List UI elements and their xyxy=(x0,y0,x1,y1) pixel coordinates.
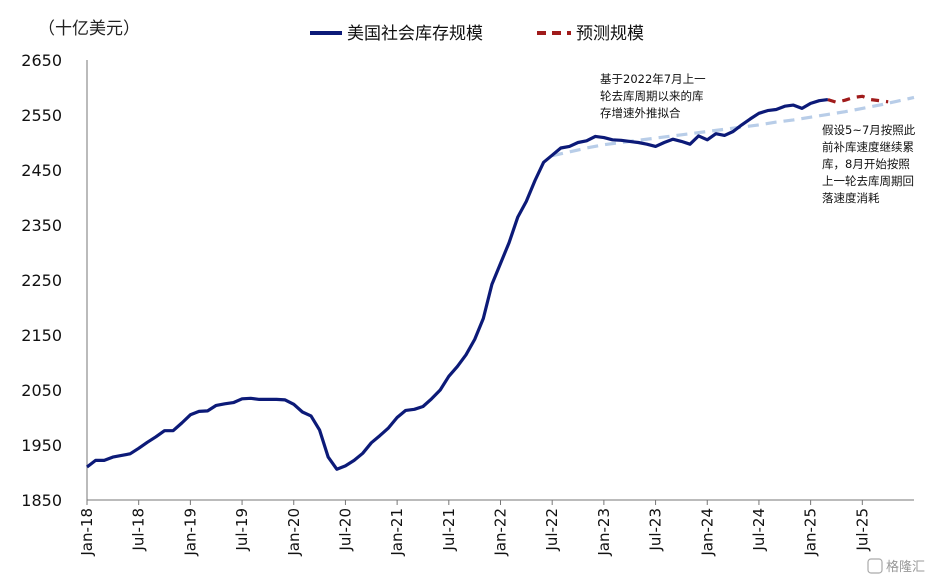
y-tick-label: 2150 xyxy=(21,326,62,345)
x-tick-label: Jul-22 xyxy=(543,508,561,552)
annotation-line: 基于2022年7月上一 xyxy=(600,72,706,86)
y-tick-label: 1950 xyxy=(21,436,62,455)
x-tick-label: Jan-25 xyxy=(802,508,820,557)
annotation-line: 假设5~7月按照此 xyxy=(822,123,916,137)
x-tick-label: Jan-22 xyxy=(492,508,510,557)
annotation-line: 轮去库周期以来的库 xyxy=(600,89,704,103)
annotation-line: 落速度消耗 xyxy=(822,191,880,205)
legend: 美国社会库存规模 预测规模 xyxy=(310,24,644,44)
x-tick-label: Jul-25 xyxy=(853,508,871,552)
y-tick-label: 2350 xyxy=(21,216,62,235)
y-tick-label: 2250 xyxy=(21,271,62,290)
x-tick-label: Jul-23 xyxy=(647,508,665,552)
watermark-logo xyxy=(867,558,883,574)
legend-label-forecast: 预测规模 xyxy=(576,24,644,44)
series-layer xyxy=(86,94,915,471)
y-tick-label: 1850 xyxy=(21,491,62,510)
x-tick-label: Jan-20 xyxy=(285,508,303,557)
x-tick-label: Jan-23 xyxy=(595,508,613,557)
watermark: 格隆汇 xyxy=(867,558,925,575)
y-ticks: 1850 1950 2050 2150 2250 2350 2450 2550 2650 xyxy=(21,51,62,510)
x-tick-label: Jul-18 xyxy=(130,508,148,552)
y-tick-label: 2450 xyxy=(21,161,62,180)
x-tick-label: Jul-19 xyxy=(233,508,251,552)
x-ticks: Jan-18 Jul-18 Jan-19 Jul-19 Jan-20 Jul-20 Jan-… xyxy=(78,500,871,557)
x-tick-label: Jan-19 xyxy=(181,508,199,557)
x-tick-label: Jul-20 xyxy=(336,508,354,552)
x-tick-label: Jan-21 xyxy=(388,508,406,557)
watermark-text: 格隆汇 xyxy=(886,559,925,575)
x-tick-label: Jul-21 xyxy=(440,508,458,552)
series-line-actual-inventory xyxy=(86,98,829,471)
x-tick-label: Jul-24 xyxy=(750,508,768,552)
series-line-fitted-trend xyxy=(551,95,915,158)
series-line-forecast xyxy=(827,94,889,104)
y-tick-label: 2650 xyxy=(21,51,62,70)
unit-label: （十亿美元） xyxy=(38,19,140,39)
y-tick-label: 2550 xyxy=(21,106,62,125)
annotation-line: 库，8月开始按照 xyxy=(822,157,910,171)
annotation-line: 上一轮去库周期回 xyxy=(822,174,914,188)
annotation-line: 前补库速度继续累 xyxy=(822,140,914,154)
y-tick-label: 2050 xyxy=(21,381,62,400)
legend-label-actual: 美国社会库存规模 xyxy=(347,24,483,44)
x-tick-label: Jan-18 xyxy=(78,508,96,557)
annotation-line: 存增速外推拟合 xyxy=(600,106,681,120)
x-tick-label: Jan-24 xyxy=(698,508,716,557)
